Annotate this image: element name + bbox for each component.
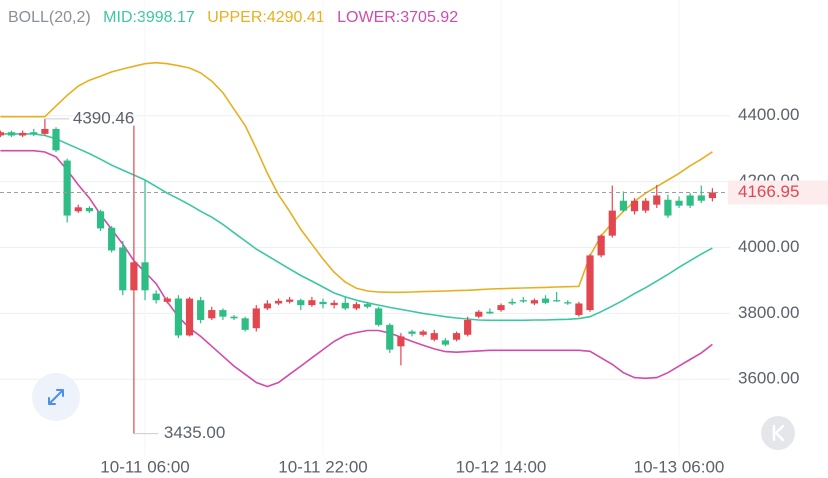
candle-body bbox=[386, 324, 394, 350]
candle-body bbox=[630, 200, 639, 212]
candle-body bbox=[697, 195, 705, 201]
candle-body bbox=[642, 200, 650, 211]
candle-body bbox=[230, 316, 238, 319]
last-price-tag bbox=[728, 180, 828, 205]
legend-entry: MID3998.17 bbox=[103, 9, 195, 26]
candle-body bbox=[252, 308, 260, 329]
candle-body bbox=[7, 132, 16, 136]
legend-value: 3998.17 bbox=[136, 9, 195, 26]
x-tick-label: 10-11 06:00 bbox=[100, 457, 189, 476]
candle-body bbox=[708, 192, 716, 199]
expand-button[interactable] bbox=[32, 373, 80, 421]
candle-body bbox=[597, 235, 605, 256]
candle-body bbox=[41, 128, 49, 134]
candle-body bbox=[475, 311, 483, 317]
candle-body bbox=[141, 262, 149, 291]
candle-body bbox=[352, 304, 360, 309]
candle-body bbox=[85, 207, 93, 212]
legend-value: 4290.41 bbox=[266, 9, 325, 26]
candle-body bbox=[553, 300, 561, 302]
band-line bbox=[0, 61, 713, 294]
candle-body bbox=[241, 318, 249, 330]
candle-body bbox=[108, 227, 116, 251]
candle-body bbox=[96, 211, 105, 229]
candle-body bbox=[397, 336, 405, 347]
x-tick-label: 10-11 22:00 bbox=[278, 457, 367, 476]
y-tick-label: 3800.00 bbox=[738, 303, 799, 322]
candle-body bbox=[375, 308, 383, 325]
candle-body bbox=[497, 305, 505, 311]
candle-body bbox=[675, 200, 683, 206]
band-line bbox=[0, 149, 713, 388]
candle-body bbox=[686, 195, 694, 206]
collapse-button[interactable] bbox=[761, 416, 795, 450]
candle-body bbox=[119, 247, 127, 291]
candle-body bbox=[530, 300, 538, 304]
y-tick-label: 4400.00 bbox=[738, 105, 799, 124]
legend-name: UPPER bbox=[207, 9, 267, 26]
candle-body bbox=[619, 200, 627, 211]
candle-body bbox=[508, 301, 516, 304]
candle-body bbox=[319, 301, 327, 305]
low-annotation: 3435.00 bbox=[164, 423, 225, 442]
candle-body bbox=[297, 300, 305, 306]
candle-body bbox=[341, 302, 349, 309]
candle-body bbox=[286, 299, 294, 302]
expand-icon[interactable] bbox=[48, 389, 64, 405]
collapse-bg[interactable] bbox=[761, 416, 795, 450]
candle-body bbox=[486, 311, 494, 314]
candle-body bbox=[430, 333, 438, 340]
last-price-label: 4166.95 bbox=[738, 182, 799, 201]
indicator-name: BOLL(20,2) bbox=[8, 9, 91, 26]
candle-body bbox=[464, 319, 472, 335]
candle-body bbox=[130, 262, 138, 291]
band-line bbox=[0, 133, 713, 322]
candle-body bbox=[219, 310, 227, 317]
candle-body bbox=[163, 298, 171, 302]
candle-body bbox=[575, 303, 583, 316]
candle-body bbox=[441, 340, 449, 345]
candle-body bbox=[408, 331, 416, 334]
candle-body bbox=[653, 195, 661, 205]
x-tick-label: 10-13 06:00 bbox=[634, 457, 725, 476]
candle-body bbox=[452, 333, 461, 340]
y-tick-label: 4000.00 bbox=[738, 237, 799, 256]
candle-body bbox=[608, 210, 616, 236]
candle-body bbox=[63, 160, 71, 216]
legend-value: 3705.92 bbox=[400, 9, 459, 26]
candle-body bbox=[308, 300, 316, 306]
candle-body bbox=[185, 298, 194, 336]
candle-body bbox=[208, 310, 216, 319]
candle-body bbox=[564, 302, 572, 304]
legend-name: LOWER bbox=[337, 9, 400, 26]
candle-body bbox=[664, 199, 672, 216]
candle-body bbox=[330, 302, 338, 306]
candle-body bbox=[30, 132, 38, 134]
candle-body bbox=[586, 255, 594, 311]
candle-body bbox=[541, 298, 550, 303]
legend-entry: UPPER4290.41 bbox=[207, 9, 324, 26]
legend-entry: LOWER3705.92 bbox=[337, 9, 458, 26]
candle-body bbox=[74, 207, 82, 212]
high-annotation: 4390.46 bbox=[73, 108, 134, 127]
candle-body bbox=[0, 132, 4, 136]
legend-name: MID bbox=[103, 9, 137, 26]
candle-body bbox=[152, 293, 160, 301]
y-tick-label: 3600.00 bbox=[738, 369, 799, 388]
x-tick-label: 10-12 14:00 bbox=[456, 457, 547, 476]
candle-body bbox=[363, 304, 372, 307]
candle-body bbox=[52, 128, 60, 151]
indicator-legend: BOLL(20,2) MID3998.17 UPPER4290.41 LOWER… bbox=[8, 9, 458, 27]
candle-body bbox=[197, 300, 205, 320]
candle-body bbox=[419, 331, 427, 335]
candle-body bbox=[519, 300, 527, 302]
collapse-icon[interactable] bbox=[772, 424, 785, 442]
candle-body bbox=[263, 303, 271, 309]
candle-body bbox=[174, 298, 182, 336]
candle-body bbox=[19, 132, 27, 136]
candle-body bbox=[274, 300, 283, 304]
